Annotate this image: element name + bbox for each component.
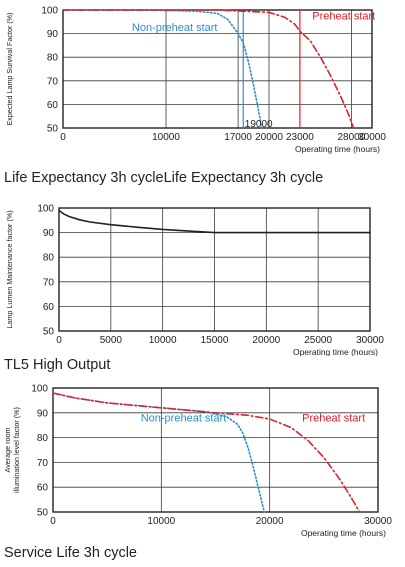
- y-tick-label: 100: [41, 6, 58, 17]
- caption-service-life: Service Life 3h cycle: [4, 545, 137, 561]
- y-tick-label: 70: [47, 76, 59, 87]
- x-tick-label: 10000: [149, 335, 177, 346]
- series-line-preheat-start: [52, 392, 361, 513]
- chart-panel-lumen-maintenance: 50 60 70 80 90 100 0 5000 10000 15000 20000 25000 30…: [0, 196, 405, 380]
- y-tick-label: 90: [43, 228, 55, 239]
- x-tick-label: 17000: [224, 132, 252, 143]
- x-tick-label: 20000: [252, 335, 280, 346]
- series-line-lumen: [58, 209, 371, 234]
- chart-panel-life-expectancy: 50 60 70 80 90 100 0 10000 17000 20000 23000 28000 3…: [0, 0, 405, 190]
- caption-life-expectancy: Life Expectancy 3h cycleLife Expectancy …: [4, 170, 324, 186]
- y-tick-label: 50: [47, 124, 59, 135]
- series-line-non-preheat-start: [52, 392, 266, 513]
- y-tick-label: 50: [37, 508, 49, 519]
- y-tick-label: 60: [37, 483, 49, 494]
- x-axis-label: Operating time (hours): [301, 528, 386, 538]
- x-axis-label: Operating time (hours): [295, 144, 380, 154]
- series-label: Non-preheat start: [141, 412, 227, 424]
- x-tick-label: 0: [50, 516, 56, 527]
- y-tick-label: 90: [37, 408, 49, 419]
- series-label: Preheat start: [312, 10, 375, 22]
- y-tick-label: 60: [47, 100, 59, 111]
- y-tick-label: 80: [37, 433, 49, 444]
- plot-frame: [58, 207, 371, 332]
- x-tick-label: 25000: [304, 335, 332, 346]
- series-label: Non-preheat start: [132, 22, 218, 34]
- plot-frame: [62, 9, 373, 129]
- y-tick-label: 80: [43, 253, 55, 264]
- x-tick-label: 10000: [147, 516, 175, 527]
- y-tick-label: 80: [47, 53, 59, 64]
- y-tick-label: 90: [47, 29, 59, 40]
- chart-panel-service-life: 50 60 70 80 90 100 0 10000 20000 30000 Operating t…: [0, 380, 405, 567]
- x-tick-label: 5000: [100, 335, 123, 346]
- x-tick-label: 0: [56, 335, 62, 346]
- series-label: Preheat start: [302, 412, 365, 424]
- y-axis-label: illumination level factor (%): [12, 407, 21, 493]
- y-axis-label: Expected Lamp Survival Factor (%): [5, 12, 14, 125]
- chart-life-expectancy: 50 60 70 80 90 100 0 10000 17000 20000 23000 280003…: [5, 6, 386, 155]
- y-tick-label: 70: [43, 277, 55, 288]
- chart-lumen-maintenance: 50 60 70 80 90 100 0 5000 10000 15000 20000 25000 30…: [5, 204, 384, 357]
- y-tick-label: 100: [37, 204, 54, 215]
- x-tick-label: 20000: [256, 516, 284, 527]
- y-tick-label: 60: [43, 302, 55, 313]
- x-tick-label: 0: [60, 132, 66, 143]
- series-line-preheat-start: [62, 9, 355, 129]
- x-tick-label: 15000: [201, 335, 229, 346]
- y-tick-label: 70: [37, 458, 49, 469]
- plot-frame: [52, 387, 379, 513]
- x-tick-label: 30000: [356, 335, 384, 346]
- caption-tl5-high-output: TL5 High Output: [4, 357, 111, 373]
- x-tick-label: 23000: [286, 132, 314, 143]
- x-tick-label: 10000: [152, 132, 180, 143]
- y-axis-label: Lamp Lumen Maintenance factor (%): [5, 210, 14, 328]
- y-tick-label: 100: [31, 384, 48, 395]
- x-axis-label: Operating time (hours): [293, 347, 378, 356]
- x-tick-label: 30000: [358, 132, 386, 143]
- x-tick-label: 28000: [337, 132, 365, 143]
- x-tick-label: 30000: [364, 516, 392, 527]
- x-tick-label: 20000: [255, 132, 283, 143]
- annotation-label: 19000: [245, 119, 273, 130]
- series-line-non-preheat-start: [62, 9, 263, 129]
- y-axis-label: Average room: [3, 427, 12, 472]
- y-tick-label: 50: [43, 327, 55, 338]
